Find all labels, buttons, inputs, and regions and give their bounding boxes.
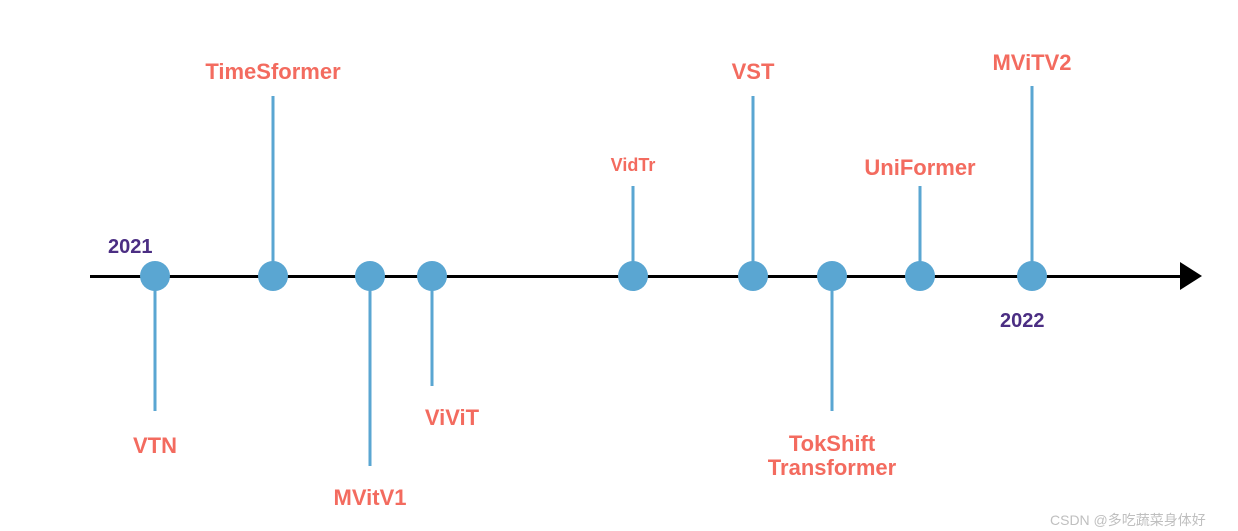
timeline-label: UniFormer [864, 156, 975, 180]
timeline-diagram: 2021 2022 VTN TimeSformer MVitV1 ViViT VidTr… [0, 0, 1238, 531]
timeline-stem [752, 96, 755, 276]
timeline-label: VST [732, 60, 775, 84]
timeline-label: MViTV2 [992, 51, 1071, 75]
timeline-stem [154, 276, 157, 411]
timeline-stem [1031, 86, 1034, 276]
timeline-label: ViViT [425, 406, 479, 430]
watermark: CSDN @多吃蔬菜身体好 [1050, 510, 1206, 530]
timeline-stem [831, 276, 834, 411]
year-start-label: 2021 [108, 236, 153, 259]
timeline-label: MVitV1 [334, 486, 407, 510]
timeline-label: TokShiftTransformer [768, 432, 896, 480]
timeline-label: VidTr [611, 156, 656, 176]
timeline-arrowhead [1180, 262, 1202, 290]
timeline-label: VTN [133, 434, 177, 458]
timeline-stem [272, 96, 275, 276]
timeline-stem [632, 186, 635, 276]
timeline-stem [919, 186, 922, 276]
timeline-label: TimeSformer [205, 60, 340, 84]
timeline-stem [369, 276, 372, 466]
timeline-stem [431, 276, 434, 386]
year-end-label: 2022 [1000, 310, 1045, 333]
